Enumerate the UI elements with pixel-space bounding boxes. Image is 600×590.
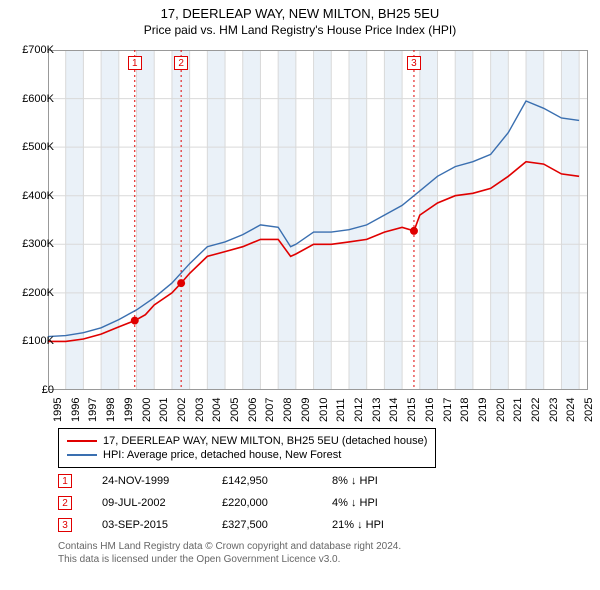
x-axis-tick-label: 2025 [583, 398, 595, 422]
transaction-vs-hpi: 4% ↓ HPI [332, 497, 442, 509]
x-axis-tick-label: 2014 [388, 398, 400, 422]
y-axis-tick-label: £200K [22, 287, 54, 299]
chart-area [48, 50, 588, 390]
chart-transaction-marker: 1 [128, 56, 142, 70]
transaction-vs-hpi: 21% ↓ HPI [332, 519, 442, 531]
footer-line-1: Contains HM Land Registry data © Crown c… [58, 540, 401, 553]
x-axis-tick-label: 2011 [335, 398, 347, 422]
x-axis-tick-label: 1999 [123, 398, 135, 422]
chart-container: 17, DEERLEAP WAY, NEW MILTON, BH25 5EU P… [0, 0, 600, 590]
transaction-marker-1: 1 [58, 474, 72, 488]
title-subtitle: Price paid vs. HM Land Registry's House … [0, 23, 600, 37]
transaction-marker-3-num: 3 [62, 520, 68, 531]
table-row: 3 03-SEP-2015 £327,500 21% ↓ HPI [58, 514, 442, 536]
x-axis-tick-label: 1996 [70, 398, 82, 422]
x-axis-tick-label: 1997 [87, 398, 99, 422]
table-row: 2 09-JUL-2002 £220,000 4% ↓ HPI [58, 492, 442, 514]
transaction-date: 09-JUL-2002 [102, 497, 192, 509]
x-axis-tick-label: 1995 [52, 398, 64, 422]
legend-row-subject: 17, DEERLEAP WAY, NEW MILTON, BH25 5EU (… [67, 435, 427, 447]
x-axis-tick-label: 2005 [229, 398, 241, 422]
footer-attribution: Contains HM Land Registry data © Crown c… [58, 540, 401, 566]
legend: 17, DEERLEAP WAY, NEW MILTON, BH25 5EU (… [58, 428, 436, 468]
transaction-marker-2: 2 [58, 496, 72, 510]
x-axis-tick-label: 2009 [300, 398, 312, 422]
x-axis-tick-label: 2000 [141, 398, 153, 422]
y-axis-tick-label: £600K [22, 93, 54, 105]
x-axis-tick-label: 2018 [459, 398, 471, 422]
title-address: 17, DEERLEAP WAY, NEW MILTON, BH25 5EU [0, 6, 600, 21]
title-block: 17, DEERLEAP WAY, NEW MILTON, BH25 5EU P… [0, 0, 600, 37]
legend-label-hpi: HPI: Average price, detached house, New … [103, 449, 341, 461]
y-axis-tick-label: £0 [42, 384, 54, 396]
chart-transaction-marker: 3 [407, 56, 421, 70]
x-axis-tick-label: 2008 [282, 398, 294, 422]
y-axis-tick-label: £300K [22, 238, 54, 250]
legend-label-subject: 17, DEERLEAP WAY, NEW MILTON, BH25 5EU (… [103, 435, 427, 447]
transaction-marker-2-num: 2 [62, 498, 68, 509]
transaction-price: £220,000 [222, 497, 302, 509]
chart-svg [48, 50, 588, 390]
x-axis-tick-label: 2015 [406, 398, 418, 422]
transaction-price: £327,500 [222, 519, 302, 531]
chart-transaction-marker: 2 [174, 56, 188, 70]
x-axis-tick-label: 2013 [371, 398, 383, 422]
x-axis-tick-label: 2010 [318, 398, 330, 422]
y-axis-tick-label: £100K [22, 335, 54, 347]
x-axis-tick-label: 2003 [194, 398, 206, 422]
x-axis-tick-label: 2017 [442, 398, 454, 422]
legend-swatch-subject [67, 440, 97, 442]
table-row: 1 24-NOV-1999 £142,950 8% ↓ HPI [58, 470, 442, 492]
transaction-marker-1-num: 1 [62, 476, 68, 487]
x-axis-tick-label: 2024 [565, 398, 577, 422]
x-axis-tick-label: 2023 [548, 398, 560, 422]
x-axis-tick-label: 2012 [353, 398, 365, 422]
x-axis-tick-label: 2004 [211, 398, 223, 422]
transaction-vs-hpi: 8% ↓ HPI [332, 475, 442, 487]
x-axis-tick-label: 2001 [158, 398, 170, 422]
x-axis-tick-label: 2006 [247, 398, 259, 422]
transaction-date: 24-NOV-1999 [102, 475, 192, 487]
y-axis-tick-label: £400K [22, 190, 54, 202]
x-axis-tick-label: 2020 [495, 398, 507, 422]
transaction-price: £142,950 [222, 475, 302, 487]
x-axis-tick-label: 2022 [530, 398, 542, 422]
transaction-date: 03-SEP-2015 [102, 519, 192, 531]
transactions-table: 1 24-NOV-1999 £142,950 8% ↓ HPI 2 09-JUL… [58, 470, 442, 536]
x-axis-tick-label: 2016 [424, 398, 436, 422]
x-axis-tick-label: 2007 [264, 398, 276, 422]
x-axis-tick-label: 2021 [512, 398, 524, 422]
y-axis-tick-label: £700K [22, 44, 54, 56]
transaction-marker-3: 3 [58, 518, 72, 532]
x-axis-tick-label: 2002 [176, 398, 188, 422]
x-axis-tick-label: 2019 [477, 398, 489, 422]
legend-row-hpi: HPI: Average price, detached house, New … [67, 449, 427, 461]
footer-line-2: This data is licensed under the Open Gov… [58, 553, 401, 566]
y-axis-tick-label: £500K [22, 141, 54, 153]
x-axis-tick-label: 1998 [105, 398, 117, 422]
legend-swatch-hpi [67, 454, 97, 456]
